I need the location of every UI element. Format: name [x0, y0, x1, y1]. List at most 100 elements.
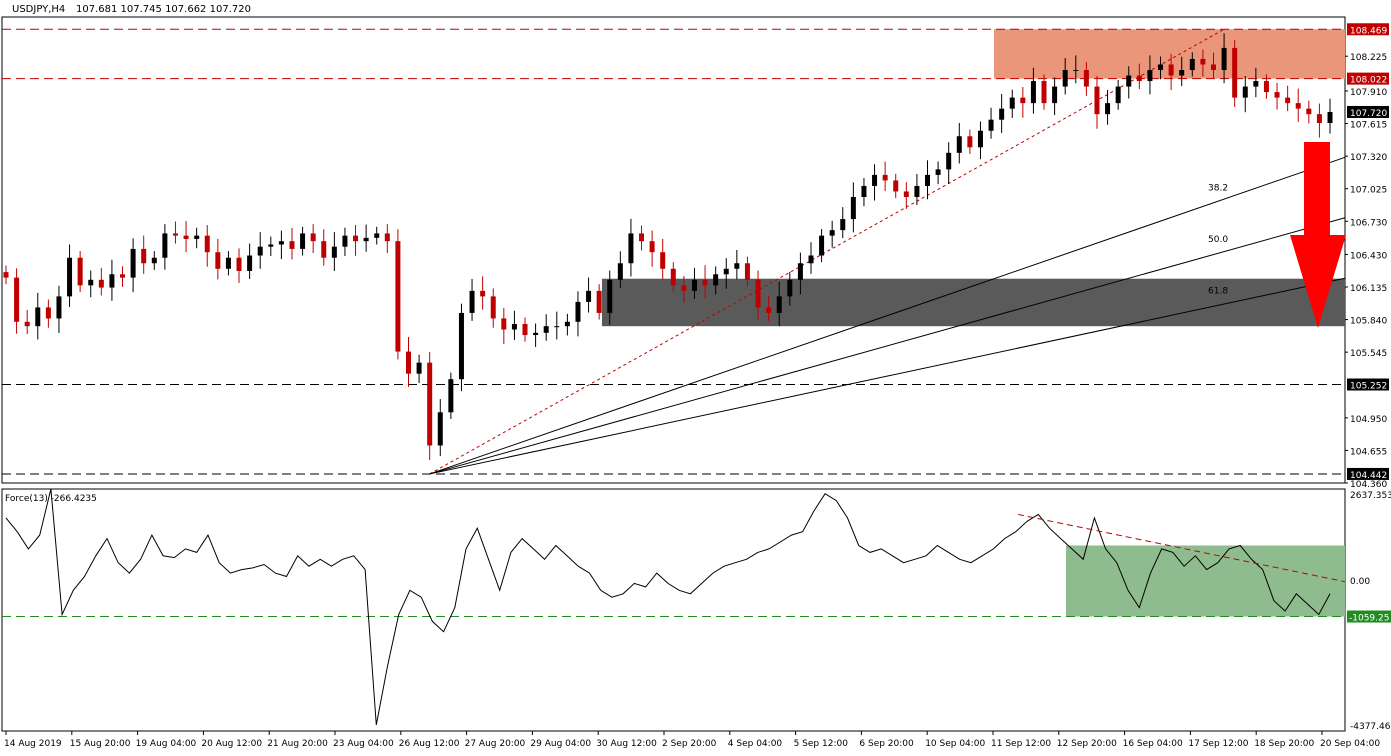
price-tick-label: 105.840 — [1350, 317, 1387, 327]
candle-body — [988, 119, 994, 131]
time-tick-label: 6 Sep 20:00 — [859, 739, 914, 749]
candle-body — [141, 248, 147, 264]
candle-body — [247, 255, 253, 271]
candle-body — [1306, 108, 1312, 115]
candle-body — [1210, 64, 1216, 71]
candle-body — [840, 219, 846, 231]
candle-body — [946, 152, 952, 170]
candle-body — [1327, 111, 1333, 124]
candle-body — [257, 246, 263, 256]
candle-body — [1147, 70, 1153, 82]
candle-body — [1105, 103, 1111, 115]
fib-fan-line — [429, 217, 1346, 475]
time-tick-label: 11 Sep 12:00 — [991, 739, 1051, 749]
candle-body — [1052, 86, 1058, 104]
candle-body — [1115, 86, 1121, 104]
candle-body — [999, 108, 1005, 120]
price-tick-label: 105.545 — [1350, 349, 1387, 359]
time-tick-label: 10 Sep 04:00 — [925, 739, 985, 749]
candle-body — [416, 362, 422, 374]
candle-body — [162, 233, 168, 258]
indicator-trend-line — [1017, 513, 1346, 583]
candle-body — [1083, 70, 1089, 87]
candle-body — [77, 257, 83, 286]
price-tick-label: 108.225 — [1350, 53, 1387, 63]
candle-body — [1221, 47, 1227, 71]
candle-body — [691, 279, 697, 291]
candle-body — [872, 174, 878, 186]
candle-body — [893, 180, 899, 192]
candle-body — [289, 241, 295, 249]
candle-body — [586, 290, 592, 302]
candle-body — [1200, 58, 1206, 65]
candle-body — [1168, 64, 1174, 76]
candle-body — [681, 285, 687, 291]
candle-body — [808, 255, 814, 264]
candle-body — [639, 233, 645, 242]
candle-body — [321, 241, 327, 258]
time-tick-label: 4 Sep 04:00 — [728, 739, 783, 749]
price-axis: 108.469 108.022 107.720 105.252 104.442 108.2… — [1345, 23, 1389, 490]
candle-body — [45, 307, 51, 319]
candle-body — [35, 307, 41, 327]
candle-body — [1009, 97, 1015, 109]
candle-body — [194, 235, 200, 239]
candle-body — [215, 252, 221, 269]
candle-body — [596, 290, 602, 313]
price-tick-label: 107.615 — [1350, 121, 1387, 131]
time-tick-label: 16 Sep 04:00 — [1123, 739, 1183, 749]
down-arrow-shape — [1290, 142, 1346, 328]
candle-body — [1126, 75, 1132, 87]
indicator-level-tag — [1347, 610, 1391, 623]
price-tick-label: 106.135 — [1350, 284, 1387, 294]
indicator-level-label: -1059.25 — [1349, 614, 1389, 624]
price-tick-label: 104.655 — [1350, 447, 1387, 457]
candle-body — [278, 241, 284, 245]
time-tick-label: 20 Sep 04:00 — [1320, 739, 1380, 749]
candle-body — [183, 235, 189, 239]
price-level-label: 104.442 — [1350, 471, 1387, 481]
candle-body — [384, 233, 390, 242]
candle-body — [829, 230, 835, 236]
candle-body — [374, 233, 380, 238]
time-tick-label: 20 Aug 12:00 — [201, 739, 262, 749]
candle-body — [427, 362, 433, 446]
fib-trend-line — [429, 28, 1225, 475]
candle-body — [120, 274, 126, 278]
candle-body — [850, 196, 856, 220]
price-tick-label: 106.430 — [1350, 251, 1387, 261]
candle-body — [109, 274, 115, 288]
indicator-name: Force(13) -266.4235 — [5, 494, 97, 504]
candle-body — [776, 296, 782, 313]
candle-body — [204, 235, 210, 253]
candle-body — [554, 326, 560, 328]
candle-body — [607, 279, 613, 313]
candle-body — [501, 318, 507, 330]
candle-body — [1062, 70, 1068, 87]
candle-body — [543, 326, 549, 333]
price-tick-label: 106.730 — [1350, 218, 1387, 228]
force-index-path — [5, 488, 1331, 725]
candle-body — [1158, 64, 1164, 71]
candle-body — [300, 233, 306, 249]
fib-label: 38.2 — [1208, 184, 1228, 194]
indicator-tick-label: 0.00 — [1350, 577, 1370, 587]
candle-body — [1242, 86, 1248, 98]
candle-body — [564, 321, 570, 327]
time-tick-label: 23 Aug 04:00 — [333, 739, 394, 749]
candle-body — [1073, 70, 1079, 72]
candle-body — [1274, 92, 1280, 98]
candle-body — [1136, 75, 1142, 82]
price-tick-label: 107.025 — [1350, 186, 1387, 196]
candle-body — [363, 237, 369, 242]
price-level-tag — [1347, 72, 1389, 85]
candle-body — [437, 412, 443, 446]
price-level-label: 107.720 — [1350, 109, 1387, 119]
time-tick-label: 27 Aug 20:00 — [465, 739, 526, 749]
down-arrow-icon — [1290, 142, 1346, 328]
candle-body — [628, 233, 634, 264]
time-tick-label: 12 Sep 20:00 — [1057, 739, 1117, 749]
candle-body — [331, 246, 337, 258]
candle-body — [1295, 103, 1301, 109]
time-tick-label: 17 Sep 12:00 — [1188, 739, 1248, 749]
